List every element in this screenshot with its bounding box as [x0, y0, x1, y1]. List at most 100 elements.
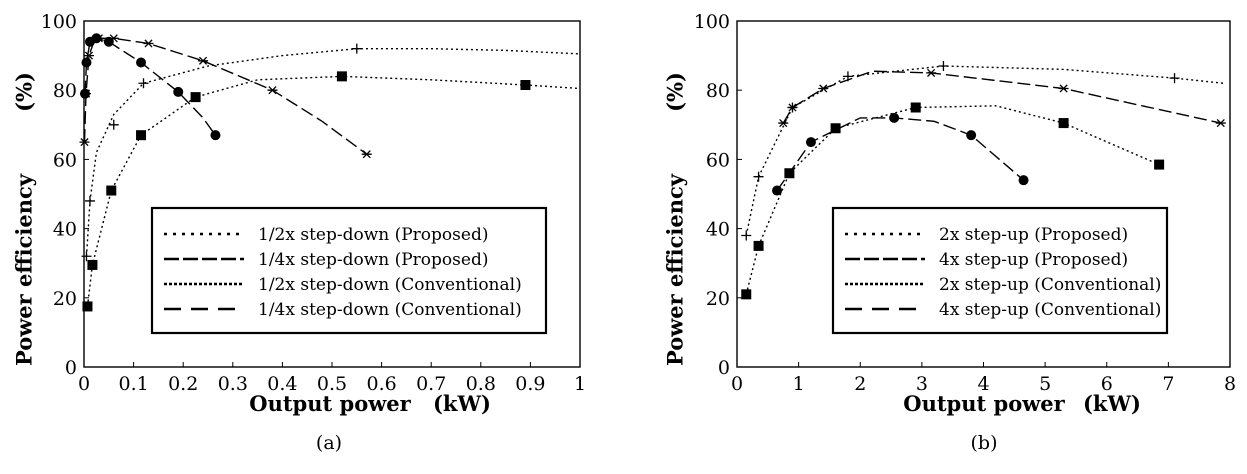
asterisk-marker	[926, 68, 937, 77]
x-tick-label: 4	[977, 373, 989, 395]
plus-marker	[753, 171, 764, 182]
asterisk-marker	[1058, 84, 1069, 93]
circle-marker	[91, 33, 102, 44]
legend-label: 1/2x step-down (Proposed)	[258, 225, 488, 245]
square-marker	[741, 289, 752, 300]
figure-caption: (b)	[971, 432, 998, 454]
asterisk-marker	[198, 56, 209, 65]
x-axis-unit: (kW)	[433, 391, 491, 416]
x-tick-label: 8	[1224, 373, 1236, 395]
legend-label: 2x step-up (Conventional)	[939, 275, 1161, 295]
figure-caption: (a)	[316, 432, 342, 454]
y-axis-title: Power efficiency	[663, 173, 688, 366]
x-tick-label: 0.3	[218, 373, 248, 395]
y-tick-label: 20	[706, 288, 730, 310]
legend: 2x step-up (Proposed) 4x step-up (Propose…	[831, 206, 1169, 335]
circle-marker	[81, 57, 92, 68]
circle-marker	[136, 57, 147, 68]
y-tick-label: 40	[706, 219, 730, 241]
circle-marker	[772, 185, 783, 196]
asterisk-marker	[267, 86, 278, 95]
plus-marker	[938, 60, 949, 71]
y-axis-unit: (%)	[12, 72, 37, 112]
x-tick-label: 0.1	[118, 373, 148, 395]
x-tick-label: 0.6	[366, 373, 396, 395]
circle-marker	[966, 130, 977, 141]
x-tick-label: 0.4	[267, 373, 297, 395]
asterisk-marker	[1215, 119, 1226, 128]
circle-marker	[1018, 175, 1029, 186]
legend-label: 1/2x step-down (Conventional)	[258, 275, 522, 295]
chart-panel-a: 0 0.1 0.2 0.3 0.4 0.5 0.6 0.7 0.8 0.9 1 0 20 40 60 80 10…	[12, 11, 587, 454]
legend-label: 4x step-up (Proposed)	[939, 250, 1128, 270]
x-tick-label: 7	[1162, 373, 1174, 395]
legend-label: 4x step-up (Conventional)	[939, 300, 1161, 320]
y-tick-label: 100	[694, 11, 730, 33]
series-line	[776, 117, 1025, 191]
legend-box	[831, 206, 1169, 335]
square-marker	[82, 301, 93, 312]
series-line	[84, 37, 216, 136]
legend-label: 1/4x step-down (Proposed)	[258, 250, 488, 270]
square-marker	[753, 240, 764, 251]
x-tick-label: 0	[731, 373, 743, 395]
legend-box	[150, 206, 548, 335]
asterisk-marker	[787, 103, 798, 112]
y-tick-label: 80	[53, 80, 77, 102]
x-axis-title: Output power	[903, 391, 1065, 416]
x-tick-label: 6	[1101, 373, 1113, 395]
square-marker	[190, 92, 201, 103]
x-tick-label: 2	[854, 373, 866, 395]
circle-marker	[79, 88, 90, 99]
x-tick-label: 0.8	[466, 373, 496, 395]
y-axis-unit: (%)	[663, 72, 688, 112]
asterisk-marker	[143, 39, 154, 48]
x-tick-label: 0.5	[317, 373, 347, 395]
x-axis-unit: (kW)	[1083, 391, 1141, 416]
square-marker	[520, 80, 531, 91]
y-tick-label: 0	[718, 357, 730, 379]
x-tick-label: 0	[78, 373, 90, 395]
circle-marker	[805, 137, 816, 148]
x-tick-label: 1	[793, 373, 805, 395]
plus-marker	[108, 119, 119, 130]
square-marker	[830, 123, 841, 134]
circle-marker	[889, 112, 900, 123]
asterisk-marker	[79, 138, 90, 147]
x-tick-label: 0.9	[515, 373, 545, 395]
square-marker	[1154, 159, 1165, 170]
y-tick-label: 60	[53, 149, 77, 171]
y-tick-label: 40	[53, 219, 77, 241]
plus-marker	[138, 78, 149, 89]
y-tick-label: 80	[706, 80, 730, 102]
x-axis-title: Output power	[249, 391, 411, 416]
y-tick-label: 100	[41, 11, 77, 33]
series-line	[86, 75, 581, 307]
square-marker	[136, 130, 147, 141]
plus-marker	[741, 230, 752, 241]
asterisk-marker	[361, 150, 372, 159]
asterisk-marker	[818, 84, 829, 93]
square-marker	[106, 185, 117, 196]
legend-label: 1/4x step-down (Conventional)	[258, 300, 522, 320]
plus-marker	[84, 195, 95, 206]
plus-marker	[351, 43, 362, 54]
y-tick-label: 0	[65, 357, 77, 379]
series-line	[85, 48, 581, 257]
plus-marker	[81, 251, 92, 262]
series-line	[83, 37, 368, 155]
asterisk-marker	[778, 119, 789, 128]
square-marker	[910, 102, 921, 113]
x-tick-label: 3	[916, 373, 928, 395]
square-marker	[87, 259, 98, 270]
plus-marker	[1169, 73, 1180, 84]
circle-marker	[173, 86, 184, 97]
x-tick-label: 1	[574, 373, 586, 395]
x-tick-label: 0.2	[168, 373, 198, 395]
circle-marker	[210, 130, 221, 141]
x-tick-label: 5	[1039, 373, 1051, 395]
x-tick-label: 0.7	[416, 373, 446, 395]
